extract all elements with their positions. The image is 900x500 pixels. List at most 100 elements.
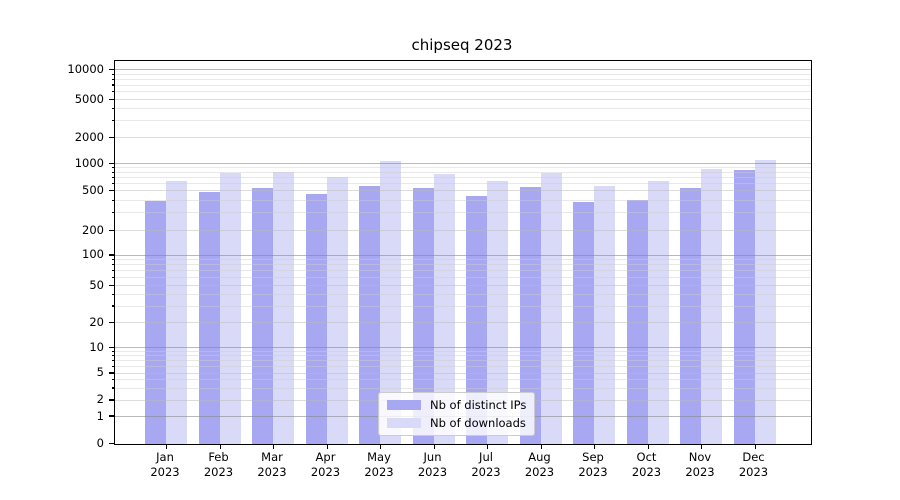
gridline-20 [115, 322, 811, 324]
gridline-6000 [115, 91, 811, 93]
y-tick-mark-1000 [109, 162, 115, 165]
y-tick-label-10: 10 [89, 339, 104, 354]
y-tick-mark-900 [111, 166, 115, 169]
gridline-6 [115, 365, 811, 367]
bar-distinct-ips-jan [145, 200, 166, 444]
gridline-7 [115, 360, 811, 362]
y-tick-mark-600 [111, 182, 115, 184]
gridline-700 [115, 176, 811, 178]
y-tick-mark-300 [111, 212, 115, 214]
y-tick-label-2000: 2000 [74, 129, 104, 144]
x-tick-mark-apr [326, 444, 328, 449]
legend-label-downloads: Nb of downloads [430, 416, 526, 430]
y-tick-mark-9000 [111, 73, 115, 75]
y-tick-mark-5000 [109, 98, 115, 100]
gridline-30 [115, 305, 811, 307]
x-tick-mark-jul [487, 444, 489, 449]
y-tick-label-1000: 1000 [74, 156, 104, 171]
bar-downloads-nov [701, 169, 722, 444]
gridline-500 [115, 190, 811, 191]
gridline-5000 [115, 99, 811, 100]
y-tick-label-2: 2 [96, 392, 104, 407]
x-tick-mark-jun [433, 444, 435, 449]
y-tick-mark-80 [111, 264, 115, 266]
y-tick-mark-10 [109, 346, 115, 348]
plot-area: Nb of distinct IPs Nb of downloads [109, 60, 812, 449]
gridline-7000 [115, 84, 811, 86]
gridline-80 [115, 264, 811, 266]
x-tick-mark-may [380, 444, 382, 449]
x-tick-label-mar: Mar 2023 [257, 450, 287, 479]
gridlines-layer [115, 61, 811, 444]
gridline-1000 [115, 163, 811, 165]
y-tick-mark-30 [111, 305, 115, 307]
bar-distinct-ips-dec [733, 169, 755, 444]
bar-downloads-dec [754, 160, 776, 444]
y-tick-mark-800 [111, 171, 115, 173]
gridline-100 [115, 254, 811, 256]
x-tick-label-nov: Nov 2023 [685, 450, 715, 479]
x-tick-mark-oct [647, 444, 649, 449]
gridline-8000 [115, 78, 811, 80]
x-tick-label-dec: Dec 2023 [738, 450, 769, 479]
y-tick-mark-4 [111, 378, 115, 381]
x-axis-tick-labels: Jan 2023 Feb 2023 Mar 2023 Apr 2023 May 2023… [114, 450, 810, 490]
y-tick-mark-90 [111, 258, 115, 261]
gridline-10 [115, 346, 811, 348]
gridline-60 [115, 276, 811, 278]
legend-item-downloads: Nb of downloads [387, 416, 526, 430]
gridline-2000 [115, 136, 811, 138]
bar-downloads-mar [273, 171, 294, 444]
gridline-50 [115, 285, 811, 287]
bar-downloads-jan [166, 181, 187, 444]
y-tick-mark-8000 [111, 78, 115, 80]
gridline-3000 [115, 120, 811, 122]
bar-distinct-ips-may [359, 185, 380, 444]
y-tick-label-1: 1 [96, 408, 104, 423]
gridline-3 [115, 387, 811, 389]
y-tick-mark-0 [109, 442, 115, 444]
gridline-40 [115, 294, 811, 296]
legend-item-distinct-ips: Nb of distinct IPs [387, 398, 526, 412]
y-tick-label-100: 100 [82, 247, 104, 262]
x-tick-label-feb: Feb 2023 [203, 450, 234, 479]
x-tick-mark-jan [166, 444, 168, 449]
gridline-800 [115, 171, 811, 173]
y-tick-mark-2 [109, 399, 115, 401]
x-tick-label-oct: Oct 2023 [631, 450, 662, 479]
gridline-600 [115, 182, 811, 184]
x-tick-label-jun: Jun 2023 [417, 450, 448, 479]
bar-distinct-ips-feb [198, 191, 220, 444]
y-tick-mark-700 [111, 176, 115, 178]
gridline-4 [115, 379, 811, 381]
bar-downloads-aug [540, 172, 562, 444]
gridline-90 [115, 259, 811, 261]
bar-downloads-oct [647, 180, 669, 444]
y-tick-mark-3000 [111, 119, 115, 122]
axis-ticks-layer [109, 61, 811, 449]
x-tick-label-may: May 2023 [364, 450, 394, 479]
y-tick-label-5000: 5000 [74, 91, 104, 106]
y-tick-mark-3 [111, 387, 115, 389]
x-tick-label-sep: Sep 2023 [578, 450, 608, 479]
y-tick-label-20: 20 [89, 315, 104, 329]
gridline-5 [115, 372, 811, 374]
gridline-400 [115, 199, 811, 201]
y-tick-mark-200 [109, 229, 115, 232]
y-axis-tick-labels: 0 1 2 5 10 20 50 100 200 500 1000 2000 5000 10000 [0, 60, 104, 450]
y-tick-label-50: 50 [89, 278, 104, 292]
gridline-9000 [115, 73, 811, 75]
bar-distinct-ips-oct [626, 199, 648, 444]
x-tick-label-jan: Jan 2023 [150, 450, 180, 479]
x-tick-mark-nov [701, 444, 703, 449]
y-tick-mark-9 [111, 350, 115, 352]
y-tick-mark-400 [111, 199, 115, 201]
y-tick-mark-50 [109, 284, 115, 287]
x-tick-label-jul: Jul 2023 [471, 450, 501, 479]
y-tick-mark-8 [111, 355, 115, 357]
y-tick-label-500: 500 [82, 182, 104, 197]
gridline-8 [115, 355, 811, 357]
y-tick-mark-1 [109, 415, 115, 417]
legend: Nb of distinct IPs Nb of downloads [378, 392, 536, 436]
